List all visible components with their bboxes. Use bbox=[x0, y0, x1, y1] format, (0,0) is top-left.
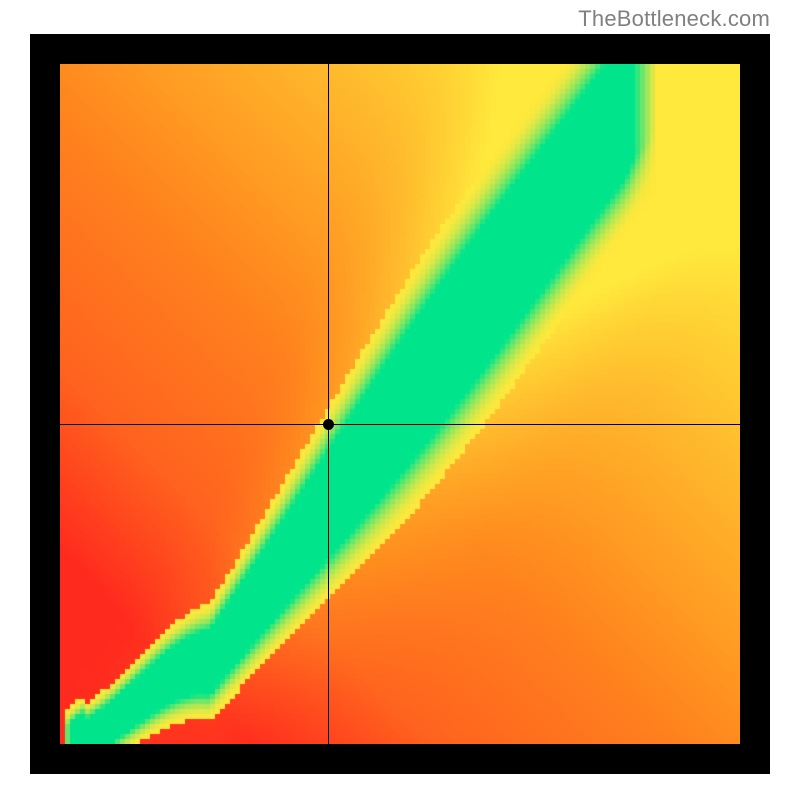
figure-container: TheBottleneck.com bbox=[0, 0, 800, 800]
watermark-text: TheBottleneck.com bbox=[578, 6, 770, 32]
selected-point-marker bbox=[323, 419, 334, 430]
crosshair-horizontal bbox=[60, 424, 740, 425]
heatmap-canvas bbox=[60, 64, 740, 744]
plot-frame bbox=[30, 34, 770, 774]
crosshair-vertical bbox=[328, 64, 329, 744]
